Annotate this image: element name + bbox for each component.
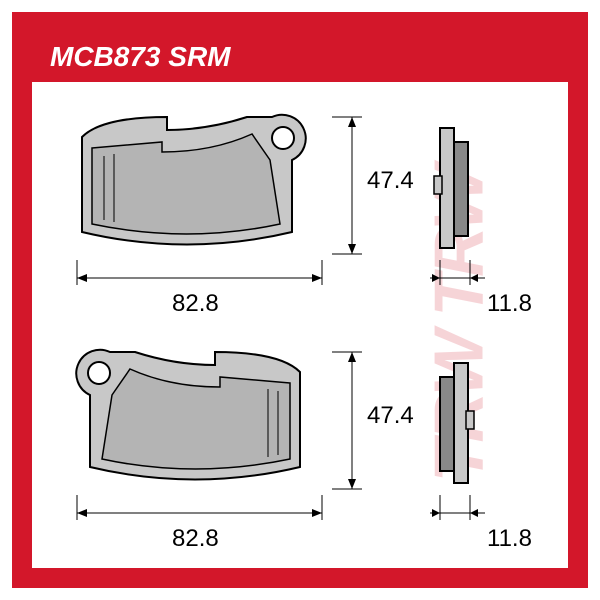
product-code: MCB873 SRM [50, 41, 230, 73]
title-bar: MCB873 SRM [32, 32, 568, 82]
dim-height-line [332, 114, 372, 259]
pad-front-view [62, 112, 322, 262]
dim-width-label: 82.8 [172, 525, 219, 553]
pad-side-view [432, 120, 482, 260]
brake-pad-bottom: 47.4 82.8 11.8 [32, 337, 568, 557]
pad-front-view [62, 347, 322, 497]
dim-height-line [332, 349, 372, 494]
dim-height-label: 47.4 [367, 402, 414, 430]
dim-thickness-label: 11.8 [487, 290, 532, 318]
dim-thickness-label: 11.8 [487, 525, 532, 553]
diagram-area: TRW TRW 47.4 [32, 82, 568, 568]
dim-height-label: 47.4 [367, 167, 414, 195]
brake-pad-top: 47.4 82.8 11.8 [32, 102, 568, 322]
dim-width-label: 82.8 [172, 290, 219, 318]
pad-side-view [432, 355, 482, 495]
